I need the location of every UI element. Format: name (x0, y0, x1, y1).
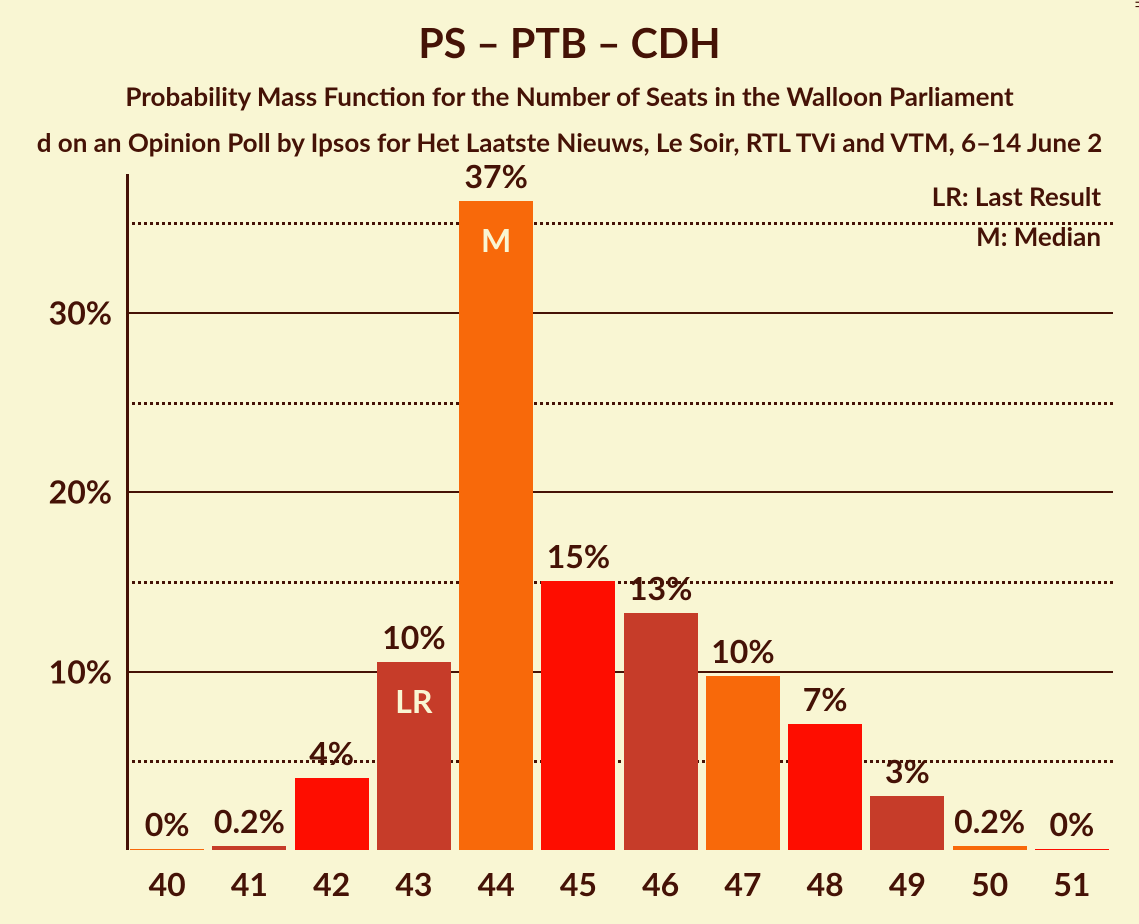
bar (624, 613, 698, 850)
bar-value-label: 10% (711, 631, 774, 670)
x-tick-label: 47 (724, 864, 761, 903)
y-axis-line (126, 174, 129, 850)
bar (459, 201, 533, 850)
chart-subtitle-1: Probability Mass Function for the Number… (0, 80, 1139, 112)
bar (212, 846, 286, 850)
gridline-minor (126, 402, 1113, 405)
bar (130, 849, 204, 850)
x-tick-label: 48 (807, 864, 844, 903)
x-tick-label: 46 (642, 864, 679, 903)
x-tick-label: 50 (971, 864, 1008, 903)
x-tick-label: 42 (313, 864, 350, 903)
bar-value-label: 13% (629, 568, 692, 607)
gridline-major (126, 671, 1113, 673)
bar-value-label: 0.2% (214, 801, 285, 840)
x-tick-label: 51 (1053, 864, 1090, 903)
x-tick-label: 43 (395, 864, 432, 903)
plot-area: 10%20%30%LR: Last ResultM: Median0%400.2… (126, 174, 1113, 850)
gridline-major (126, 312, 1113, 314)
bar-value-label: 10% (382, 617, 445, 656)
chart-title: PS – PTB – CDH (0, 18, 1139, 67)
x-tick-label: 49 (889, 864, 926, 903)
x-tick-label: 40 (149, 864, 186, 903)
x-tick-label: 45 (560, 864, 597, 903)
legend-m: M: Median (976, 220, 1101, 252)
bar-value-label: 0% (145, 804, 190, 843)
gridline-minor (126, 222, 1113, 225)
gridline-minor (126, 760, 1113, 763)
gridline-minor (126, 581, 1113, 584)
bar (541, 581, 615, 850)
bar (870, 796, 944, 850)
bar (295, 778, 369, 850)
y-tick-label: 20% (0, 472, 112, 511)
gridline-major (126, 491, 1113, 493)
legend-lr: LR: Last Result (932, 180, 1101, 212)
y-tick-label: 10% (0, 651, 112, 690)
bar-annotation: LR (395, 681, 432, 720)
bar (788, 724, 862, 850)
chart-container: PS – PTB – CDH Probability Mass Function… (0, 0, 1139, 924)
x-tick-label: 41 (231, 864, 268, 903)
bar-value-label: 37% (464, 156, 527, 195)
bar (953, 846, 1027, 850)
bar (1035, 849, 1109, 850)
bar-value-label: 0% (1049, 804, 1094, 843)
bar-value-label: 0.2% (954, 801, 1025, 840)
bar-value-label: 15% (547, 536, 610, 575)
bar-value-label: 7% (803, 679, 848, 718)
bar-value-label: 4% (309, 733, 354, 772)
x-tick-label: 44 (478, 864, 515, 903)
copyright-text: © 2022 Filip van Laenen (1133, 0, 1139, 8)
bar-value-label: 3% (885, 751, 930, 790)
chart-subtitle-2: d on an Opinion Poll by Ipsos for Het La… (0, 126, 1139, 158)
bar-annotation: M (481, 220, 511, 259)
y-tick-label: 30% (0, 293, 112, 332)
bar (706, 676, 780, 850)
